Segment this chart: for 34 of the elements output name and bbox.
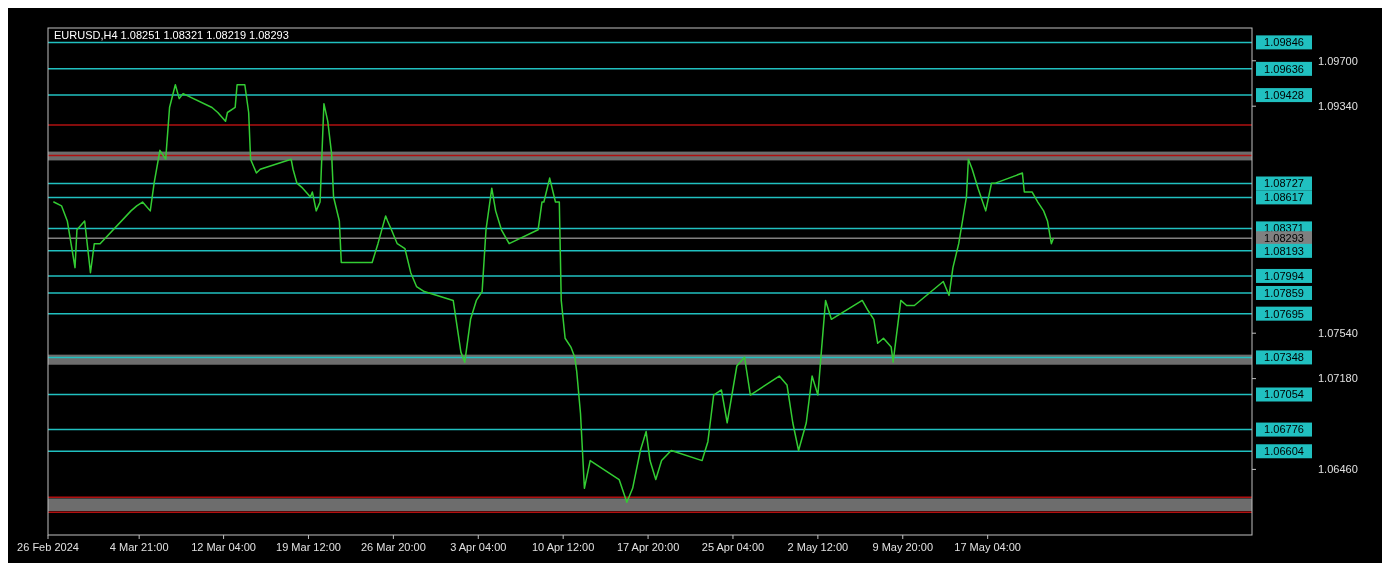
ref-line-label: 1.08617	[1264, 191, 1304, 204]
x-tick-label: 17 Apr 20:00	[616, 541, 680, 553]
chart-title: EURUSD,H4 1.08251 1.08321 1.08219 1.08293	[54, 29, 289, 41]
ref-line-label: 1.07348	[1264, 351, 1304, 364]
x-tick-label: 3 Apr 04:00	[450, 541, 507, 553]
ref-line-label: 1.07994	[1264, 269, 1304, 282]
x-tick-label: 4 Mar 21:00	[109, 541, 169, 553]
ref-line-label: 1.08727	[1264, 177, 1304, 190]
y-tick-label: 1.09700	[1318, 54, 1358, 67]
x-tick-label: 17 May 04:00	[954, 541, 1021, 553]
ref-line-label: 1.07695	[1264, 307, 1304, 320]
ref-line-label: 1.09846	[1264, 36, 1304, 49]
ref-line-label: 1.06776	[1264, 423, 1304, 436]
ref-line-label: 1.07859	[1264, 286, 1304, 299]
x-tick-label: 2 May 12:00	[787, 541, 849, 553]
ref-line-label: 1.08293	[1264, 232, 1304, 245]
x-tick-label: 19 Mar 12:00	[276, 541, 341, 553]
x-tick-label: 25 Apr 04:00	[701, 541, 765, 553]
x-tick-label: 10 Apr 12:00	[531, 541, 595, 553]
y-tick-label: 1.07540	[1318, 327, 1358, 340]
x-tick-label: 26 Mar 20:00	[360, 541, 426, 553]
y-tick-label: 1.09340	[1318, 100, 1358, 113]
y-tick-label: 1.06460	[1318, 463, 1358, 476]
line-series	[53, 84, 1055, 503]
ref-line-label: 1.07054	[1264, 388, 1304, 401]
ref-line-label: 1.09428	[1264, 88, 1304, 101]
y-tick-label: 1.07180	[1318, 372, 1358, 385]
x-tick-label: 12 Mar 04:00	[191, 541, 256, 553]
x-tick-label: 26 Feb 2024	[17, 541, 79, 553]
ref-line-label: 1.08193	[1264, 244, 1304, 257]
x-tick-label: 9 May 20:00	[872, 541, 934, 553]
ref-line-label: 1.06604	[1264, 445, 1304, 458]
ref-line-label: 1.09636	[1264, 62, 1304, 75]
ref-line-label: 1.08371	[1264, 222, 1304, 235]
